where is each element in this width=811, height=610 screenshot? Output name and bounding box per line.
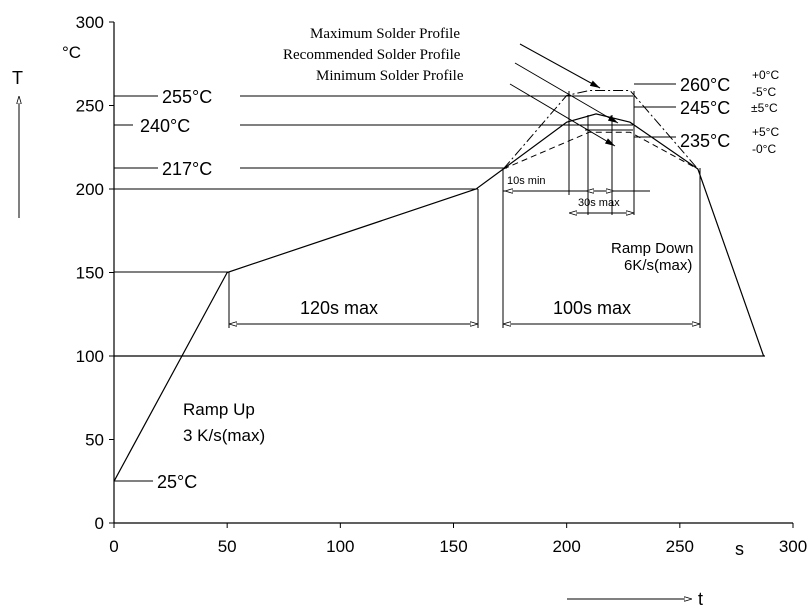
minimum-profile-line	[503, 131, 699, 170]
y-axis-label: T	[12, 68, 23, 88]
peak-235-minus: -0°C	[752, 142, 776, 156]
peak-245-label: 245°C	[680, 98, 730, 118]
ramp-up-label-2: 3 K/s(max)	[183, 426, 265, 445]
y-tick-label: 100	[76, 347, 104, 366]
y-tick-label: 50	[85, 431, 104, 450]
label-25c: 25°C	[157, 472, 197, 492]
dim-100s-label: 100s max	[553, 298, 631, 318]
x-tick-label: 0	[109, 537, 118, 556]
peak-235-label: 235°C	[680, 131, 730, 151]
x-axis-label: t	[698, 589, 703, 609]
ramp-down-label-1: Ramp Down	[611, 240, 694, 257]
peak-235-plus: +5°C	[752, 125, 779, 139]
x-tick-label: 150	[439, 537, 467, 556]
label-217c: 217°C	[162, 159, 212, 179]
label-255c: 255°C	[162, 87, 212, 107]
label-recommended-profile: Recommended Solder Profile	[283, 47, 461, 63]
peak-260-minus: -5°C	[752, 85, 776, 99]
x-tick-label: 300	[779, 537, 807, 556]
x-ticks: 0 50 100 150 200 250 300	[109, 523, 807, 556]
leader-max-profile	[519, 43, 601, 89]
y-tick-label: 150	[76, 264, 104, 283]
y-tick-label: 300	[76, 13, 104, 32]
peak-260-label: 260°C	[680, 75, 730, 95]
x-unit-label: s	[735, 539, 744, 559]
label-max-profile: Maximum Solder Profile	[310, 26, 460, 42]
y-tick-label: 250	[76, 97, 104, 116]
y-unit-label: °C	[62, 43, 81, 62]
dim-30s-label: 30s max	[578, 197, 620, 209]
x-tick-label: 100	[326, 537, 354, 556]
leader-recommended-profile	[514, 62, 619, 124]
leader-min-profile	[509, 83, 616, 147]
ramp-up-label-1: Ramp Up	[183, 400, 255, 419]
x-tick-label: 50	[218, 537, 237, 556]
y-tick-label: 0	[95, 514, 104, 533]
ramp-down-label-2: 6K/s(max)	[624, 257, 692, 274]
dim-120s-label: 120s max	[300, 298, 378, 318]
y-ticks: 0 50 100 150 200 250 300	[76, 13, 114, 533]
recommended-profile-line	[113, 113, 765, 482]
label-min-profile: Minimum Solder Profile	[316, 68, 464, 84]
x-tick-label: 200	[552, 537, 580, 556]
dim-10s-label: 10s min	[507, 175, 546, 187]
label-240c: 240°C	[140, 116, 190, 136]
peak-245-tol: ±5°C	[751, 101, 778, 115]
x-tick-label: 250	[666, 537, 694, 556]
peak-260-plus: +0°C	[752, 68, 779, 82]
y-tick-label: 200	[76, 180, 104, 199]
